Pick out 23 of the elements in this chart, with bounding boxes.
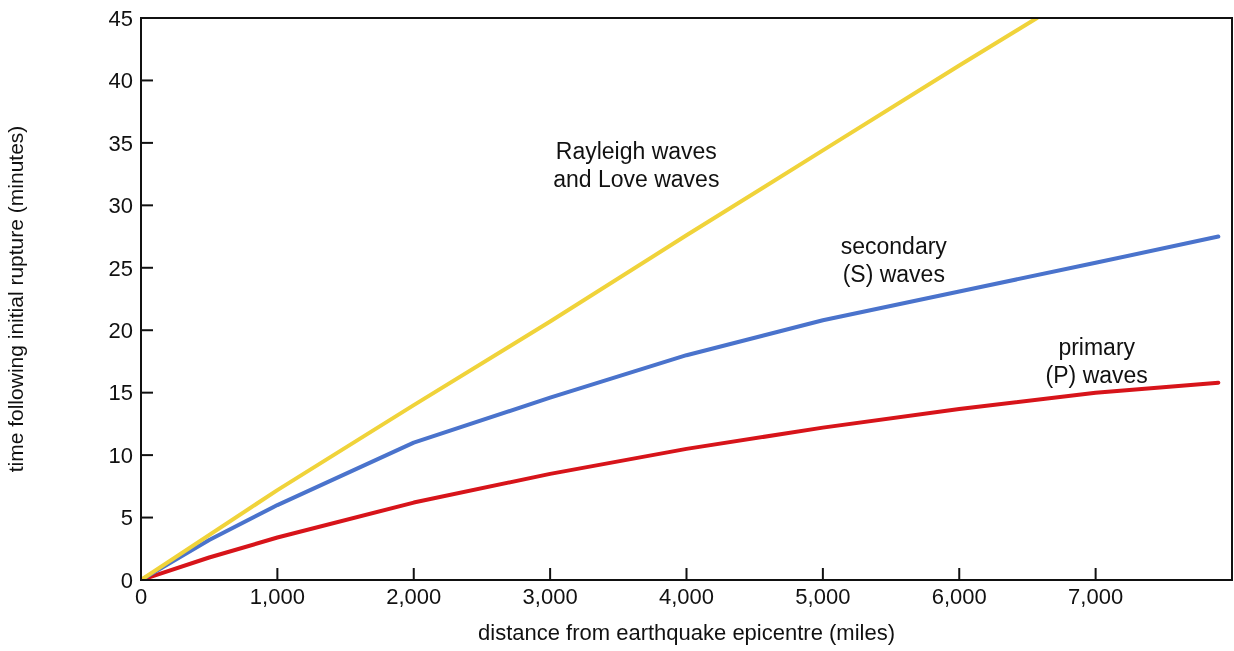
y-tick-label: 0 (120, 567, 133, 593)
series-label: Rayleigh waves and Love waves (553, 137, 720, 192)
y-tick-label: 30 (108, 193, 133, 219)
line-series (141, 18, 1039, 580)
x-tick-label: 1,000 (249, 583, 305, 609)
y-tick-label: 25 (108, 255, 133, 281)
y-tick-label: 45 (108, 5, 133, 31)
x-tick-label: 4,000 (658, 583, 715, 609)
x-axis-title: distance from earthquake epicentre (miles) (478, 620, 895, 645)
y-axis-title: time following initial rupture (minutes) (4, 125, 28, 473)
y-tick-label: 40 (108, 68, 133, 94)
x-tick-label: 3,000 (522, 583, 578, 609)
x-tick-label: 5,000 (795, 583, 851, 609)
series-label: secondary (S) waves (840, 233, 948, 288)
x-tick-label: 6,000 (931, 583, 987, 609)
y-tick-label: 10 (108, 442, 133, 468)
series-label: primary (P) waves (1045, 334, 1148, 389)
x-tick-label: 2,000 (386, 583, 442, 609)
y-tick-label: 5 (120, 505, 133, 531)
x-tick-label: 7,000 (1068, 583, 1124, 609)
y-tick-label: 20 (108, 318, 133, 344)
y-tick-label: 15 (108, 380, 133, 406)
y-tick-label: 35 (108, 130, 133, 156)
